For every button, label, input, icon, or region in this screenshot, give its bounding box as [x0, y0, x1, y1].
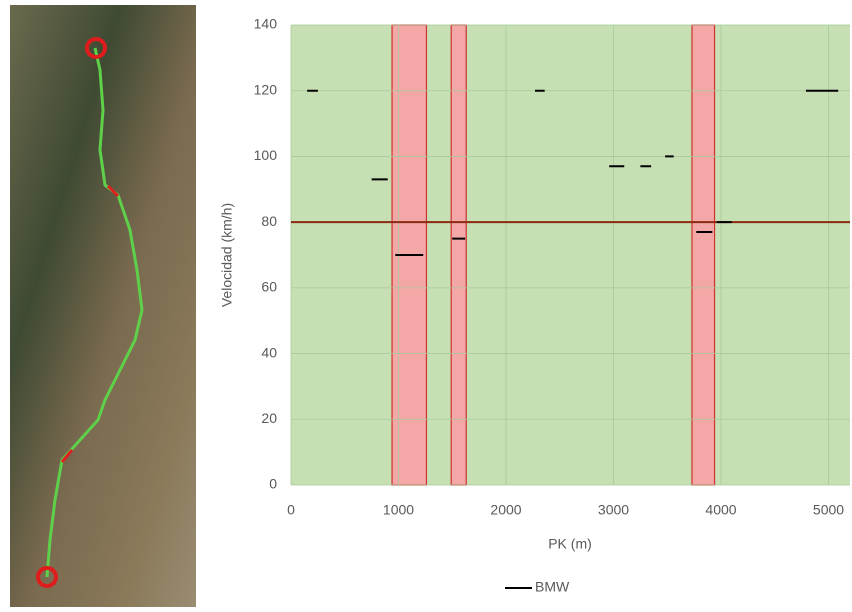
y-tick-label: 120	[254, 81, 278, 97]
y-axis-label: Velocidad (km/h)	[219, 203, 235, 307]
y-tick-label: 80	[261, 213, 277, 229]
x-axis-label: PK (m)	[548, 536, 592, 552]
route-segment	[106, 184, 120, 198]
x-tick-label: 0	[287, 502, 295, 518]
legend-label: BMW	[535, 579, 570, 595]
y-tick-label: 20	[261, 410, 277, 426]
x-tick-label: 5000	[813, 502, 844, 518]
restricted-zone	[450, 24, 467, 486]
restricted-zone	[691, 24, 716, 486]
satellite-map	[10, 5, 196, 607]
y-tick-label: 0	[269, 476, 277, 492]
route-segment	[60, 449, 74, 463]
start-marker	[85, 37, 107, 59]
x-tick-label: 4000	[705, 502, 736, 518]
x-tick-label: 2000	[490, 502, 521, 518]
x-tick-label: 1000	[383, 502, 414, 518]
end-marker	[36, 566, 58, 588]
y-tick-label: 140	[254, 16, 278, 32]
y-tick-label: 60	[261, 279, 277, 295]
plot-background	[291, 25, 850, 485]
y-tick-label: 40	[261, 344, 277, 360]
x-tick-label: 3000	[598, 502, 629, 518]
series-line	[307, 89, 839, 256]
y-tick-label: 100	[254, 147, 278, 163]
route	[45, 47, 144, 578]
